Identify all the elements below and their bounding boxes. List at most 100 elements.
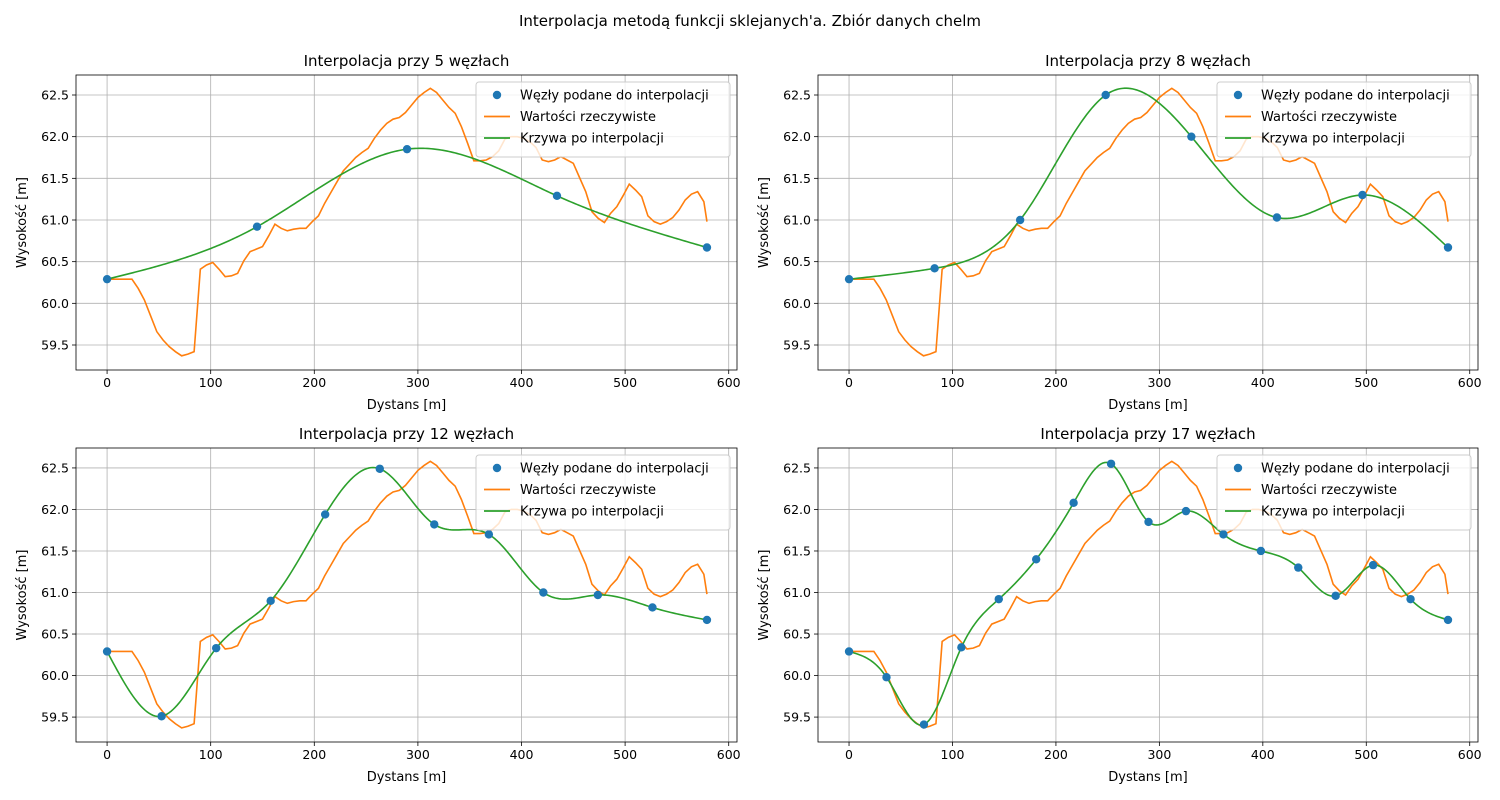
node-point bbox=[430, 520, 439, 529]
legend-nodes-label: Węzły podane do interpolacji bbox=[1261, 89, 1450, 104]
legend-box bbox=[1216, 81, 1472, 158]
node-point bbox=[844, 647, 854, 656]
node-point bbox=[1144, 517, 1153, 527]
x-tick-label: 200 bbox=[302, 747, 326, 762]
x-tick-label: 100 bbox=[941, 375, 965, 390]
y-tick-label: 62.5 bbox=[783, 88, 811, 103]
x-tick-label: 500 bbox=[1354, 747, 1378, 762]
x-tick-label: 300 bbox=[1147, 375, 1171, 390]
node-point bbox=[1443, 243, 1453, 252]
node-point bbox=[102, 647, 112, 656]
plot-frame bbox=[75, 447, 738, 743]
x-tick-label: 300 bbox=[1147, 747, 1171, 762]
legend-interp-label: Krzywa po interpolacji bbox=[1261, 132, 1405, 147]
y-tick-label: 62.0 bbox=[41, 129, 69, 144]
y-axis-label: Wysokość [m] bbox=[15, 177, 30, 268]
y-tick-label: 61.0 bbox=[41, 585, 69, 600]
x-tick-label: 600 bbox=[717, 375, 741, 390]
y-axis-label: Wysokość [m] bbox=[757, 550, 772, 641]
x-tick-label: 100 bbox=[941, 747, 965, 762]
node-point bbox=[1101, 90, 1110, 100]
legend: Węzły podane do interpolacji Wartości rze… bbox=[1216, 454, 1472, 531]
legend: Węzły podane do interpolacji Wartości rze… bbox=[475, 81, 731, 158]
node-point bbox=[1031, 555, 1041, 564]
x-tick-label: 0 bbox=[845, 747, 853, 762]
series-interp-line bbox=[848, 87, 1449, 280]
x-tick-label: 200 bbox=[302, 375, 326, 390]
y-tick-label: 62.0 bbox=[783, 502, 811, 517]
node-point bbox=[1015, 215, 1025, 225]
y-tick-label: 61.0 bbox=[783, 213, 811, 228]
node-point bbox=[882, 673, 891, 682]
series-actual-line bbox=[107, 87, 708, 357]
x-tick-label: 200 bbox=[1044, 747, 1068, 762]
legend-nodes-label: Węzły podane do interpolacji bbox=[1261, 462, 1450, 477]
legend-actual-label: Wartości rzeczywiste bbox=[520, 483, 656, 498]
plot-frame bbox=[75, 74, 738, 371]
x-tick-label: 300 bbox=[406, 375, 430, 390]
plot-frame bbox=[817, 74, 1479, 371]
legend-interp-label: Krzywa po interpolacji bbox=[520, 132, 664, 147]
series-actual-line bbox=[107, 460, 708, 729]
node-point bbox=[1331, 591, 1340, 601]
y-tick-label: 61.5 bbox=[41, 543, 69, 558]
subplot-title: Interpolacja przy 17 węzłach bbox=[1040, 425, 1255, 443]
legend: Węzły podane do interpolacji Wartości rze… bbox=[475, 454, 731, 531]
legend-nodes-marker bbox=[1233, 463, 1243, 473]
node-point bbox=[157, 712, 166, 721]
series-interp-line bbox=[106, 466, 708, 718]
plot-frame bbox=[817, 447, 1479, 743]
subplot-3: 0 100 200 300 400 500 600 59.5 60.0 60.5 61.0 61.5 6… bbox=[15, 425, 741, 785]
x-tick-label: 0 bbox=[845, 375, 853, 390]
y-tick-label: 60.5 bbox=[783, 254, 811, 269]
legend-interp-label: Krzywa po interpolacji bbox=[520, 505, 664, 520]
y-tick-label: 61.5 bbox=[783, 171, 811, 186]
node-point bbox=[648, 603, 657, 612]
node-point bbox=[1187, 132, 1196, 141]
x-tick-label: 0 bbox=[103, 375, 111, 390]
y-tick-label: 59.5 bbox=[41, 710, 69, 725]
node-point bbox=[593, 590, 603, 600]
y-tick-label: 59.5 bbox=[783, 710, 811, 725]
x-tick-label: 100 bbox=[199, 747, 223, 762]
legend-nodes-marker bbox=[492, 90, 502, 100]
legend-box bbox=[475, 81, 731, 158]
node-point bbox=[1256, 546, 1266, 556]
node-point bbox=[1358, 190, 1367, 200]
x-tick-label: 300 bbox=[406, 747, 430, 762]
node-point bbox=[1368, 560, 1378, 570]
node-point bbox=[252, 222, 262, 231]
node-point bbox=[994, 594, 1003, 604]
x-tick-label: 0 bbox=[103, 747, 111, 762]
legend-interp-label: Krzywa po interpolacji bbox=[1261, 505, 1405, 520]
node-point bbox=[1219, 530, 1228, 539]
node-point bbox=[1406, 594, 1415, 604]
series-actual-line bbox=[849, 87, 1449, 357]
node-point bbox=[702, 615, 712, 625]
legend: Węzły podane do interpolacji Wartości rze… bbox=[1216, 81, 1472, 158]
series-actual-line bbox=[849, 460, 1449, 729]
y-tick-label: 61.5 bbox=[783, 543, 811, 558]
node-point bbox=[1443, 615, 1453, 625]
node-point bbox=[211, 643, 221, 653]
x-tick-label: 400 bbox=[510, 747, 534, 762]
legend-actual-label: Wartości rzeczywiste bbox=[1261, 483, 1397, 498]
y-tick-label: 61.5 bbox=[41, 171, 69, 186]
node-point bbox=[375, 464, 384, 473]
node-point bbox=[1294, 563, 1303, 572]
x-tick-label: 400 bbox=[1251, 375, 1275, 390]
y-tick-label: 62.0 bbox=[41, 502, 69, 517]
y-tick-label: 62.5 bbox=[41, 460, 69, 475]
legend-nodes-marker bbox=[1233, 90, 1243, 100]
y-tick-label: 60.5 bbox=[783, 627, 811, 642]
y-tick-label: 59.5 bbox=[41, 338, 69, 353]
legend-nodes-marker bbox=[492, 463, 502, 473]
node-point bbox=[1181, 506, 1191, 516]
node-point bbox=[844, 274, 854, 284]
node-point bbox=[552, 191, 562, 201]
y-tick-label: 62.5 bbox=[783, 460, 811, 475]
legend-nodes-label: Węzły podane do interpolacji bbox=[520, 89, 709, 104]
x-tick-label: 500 bbox=[613, 375, 637, 390]
y-tick-label: 61.0 bbox=[41, 213, 69, 228]
